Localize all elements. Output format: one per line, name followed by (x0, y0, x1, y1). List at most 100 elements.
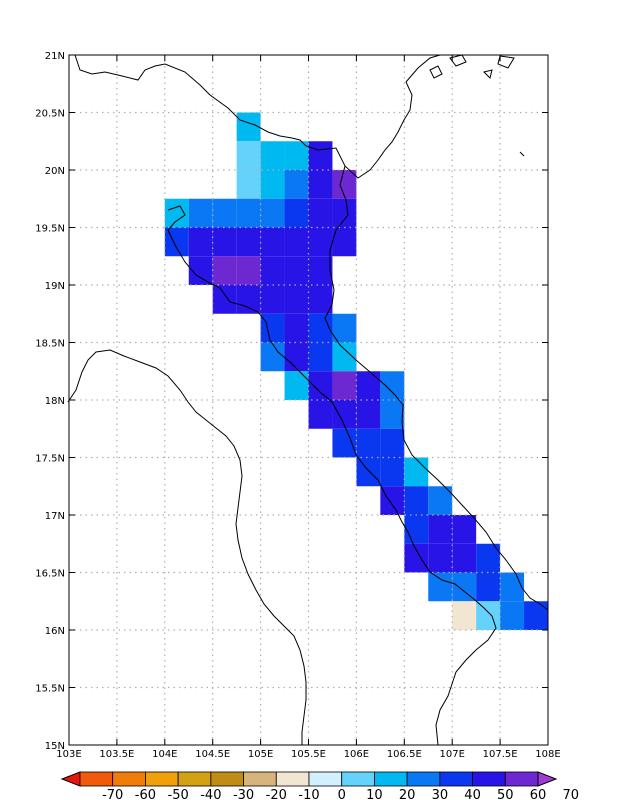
colorbar-box (210, 771, 244, 787)
precip-cell (404, 543, 429, 573)
colorbar-label: -10 (298, 788, 319, 800)
y-tick-label: 15N (45, 741, 65, 752)
precip-cell (308, 400, 333, 429)
border-laos-thailand (67, 349, 307, 745)
y-tick-label: 20.5N (35, 109, 65, 120)
x-axis: 103E 103.5E 104E 104.5E 105E 105.5E 106E 106.5E… (56, 55, 561, 760)
precip-cell (500, 601, 525, 630)
coastline-east (324, 165, 549, 611)
precip-cell (332, 198, 357, 228)
precip-cell (212, 285, 237, 314)
island-5 (519, 151, 525, 157)
colorbar-box (374, 771, 408, 787)
precip-cell (332, 342, 357, 372)
precip-cell (332, 227, 357, 257)
colorbar-box (275, 771, 310, 787)
precip-cell (380, 400, 405, 429)
precip-cell (284, 313, 309, 343)
colorbar-box (472, 771, 506, 787)
precip-cell (236, 170, 261, 199)
y-tick-label: 19N (45, 281, 65, 292)
y-tick-label: 19.5N (35, 224, 65, 235)
precip-cell (476, 601, 501, 630)
precip-cell (308, 141, 333, 170)
y-tick-label: 20N (45, 166, 65, 177)
colorbar-box (243, 771, 277, 787)
y-axis: 15N 15.5N 16N 16.5N 17N 17.5N 18N 18.5N 19N 19.5N… (35, 51, 548, 752)
colorbar-box (439, 771, 473, 787)
coastline-borders (67, 54, 549, 746)
border-laos-vietnam (167, 205, 497, 746)
x-tick-label: 103.5E (99, 749, 134, 760)
precip-cell (188, 198, 213, 228)
precip-cell (236, 256, 261, 285)
colorbar-label: 0 (338, 788, 346, 800)
precip-cell (284, 198, 309, 228)
colorbar: -70 -60 -50 -40 -30 -20 -10 0 10 20 30 40 50 60 70 (60, 771, 579, 800)
colorbar-label: 70 (562, 788, 579, 800)
precip-cell (452, 543, 477, 573)
y-tick-label: 16.5N (35, 569, 65, 580)
precip-cell (284, 342, 309, 372)
y-tick-label: 16N (45, 626, 65, 637)
precip-cell (428, 572, 453, 602)
precip-cell (404, 515, 429, 544)
precip-cell (524, 601, 548, 630)
x-tick-label: 104.5E (195, 749, 230, 760)
x-tick-label: 103E (56, 749, 81, 760)
colorbar-label: -40 (200, 788, 221, 800)
precip-cell (308, 256, 333, 285)
precip-cell (260, 285, 285, 314)
precip-cell (236, 198, 261, 228)
precip-cell (308, 371, 333, 400)
precip-cell (308, 170, 333, 199)
precip-cell (476, 572, 501, 602)
precip-cell (356, 428, 381, 458)
y-tick-label: 18.5N (35, 339, 65, 350)
colorbar-label: -50 (168, 788, 189, 800)
precip-cell (212, 198, 237, 228)
precip-cell (308, 342, 333, 372)
precip-cell (476, 543, 501, 573)
precip-cell (212, 256, 237, 285)
precip-cell (332, 428, 357, 458)
precip-cell (284, 141, 309, 170)
precip-cell (236, 112, 261, 142)
x-tick-label: 108E (535, 749, 560, 760)
precip-cell (404, 457, 429, 487)
precip-cell (380, 486, 405, 515)
precip-cell (284, 285, 309, 314)
precip-cell (188, 227, 213, 257)
precip-cell (260, 313, 285, 343)
precip-cell (380, 428, 405, 458)
y-tick-label: 21N (45, 51, 65, 62)
precip-cell (428, 543, 453, 573)
colorbar-box (504, 771, 539, 787)
precip-cell (284, 371, 309, 400)
precip-cell (404, 486, 429, 515)
x-tick-label: 106.5E (387, 749, 422, 760)
colorbar-arrow-right (537, 771, 558, 787)
precip-cell (380, 457, 405, 487)
colorbar-label: 40 (464, 788, 481, 800)
colorbar-label: -60 (135, 788, 156, 800)
precip-cell (452, 515, 477, 544)
precip-cell (284, 170, 309, 199)
colorbar-label: -20 (266, 788, 287, 800)
colorbar-arrow-left (60, 771, 81, 787)
precip-cell (428, 486, 453, 515)
colorbar-box (79, 771, 114, 787)
precip-cell (188, 256, 213, 285)
precip-cell (164, 198, 189, 228)
precip-cell (236, 227, 261, 257)
island-4 (497, 55, 515, 69)
precip-cell (284, 227, 309, 257)
precip-cell (260, 256, 285, 285)
colorbar-label: 60 (530, 788, 547, 800)
island-3 (483, 69, 493, 79)
precip-cell (500, 572, 525, 602)
colorbar-box (112, 771, 146, 787)
x-tick-label: 105.5E (291, 749, 326, 760)
precip-cell (284, 256, 309, 285)
